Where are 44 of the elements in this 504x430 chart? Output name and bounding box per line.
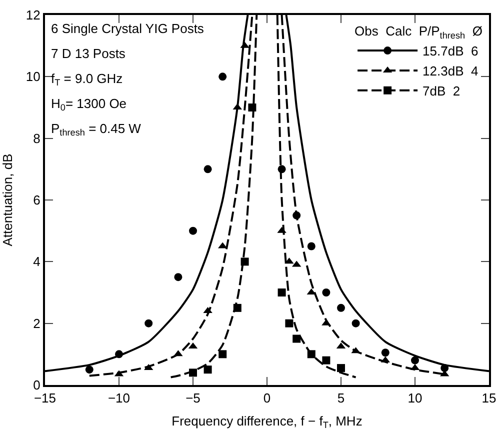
point bbox=[411, 356, 419, 364]
legend-label: 12.3dB 4 bbox=[422, 64, 478, 79]
point bbox=[381, 348, 390, 357]
annotation: 7 D 13 Posts bbox=[51, 46, 126, 61]
point bbox=[337, 304, 345, 312]
x-axis-title: Frequency difference, f − f$_{T}$, MHz bbox=[172, 413, 362, 430]
annotation: f$_{T}$ = 9.0 GHz bbox=[51, 71, 123, 88]
y-tick-label: 2 bbox=[33, 316, 40, 331]
legend-label: 15.7dB 6 bbox=[422, 44, 478, 59]
y-tick-label: 6 bbox=[33, 192, 40, 208]
point bbox=[144, 319, 153, 328]
point bbox=[307, 242, 316, 250]
x-tick-label: −15 bbox=[34, 390, 56, 406]
point bbox=[322, 356, 330, 364]
point bbox=[204, 165, 212, 174]
x-tick-label: 15 bbox=[482, 390, 496, 406]
point bbox=[352, 319, 360, 328]
x-tick-label: 10 bbox=[408, 390, 422, 406]
y-axis-title: Attentuation, dB bbox=[0, 154, 15, 246]
annotation: H$_{0}$= 1300 Oe bbox=[51, 96, 127, 113]
y-tick-label: 4 bbox=[33, 254, 40, 270]
point bbox=[278, 288, 286, 296]
x-tick-label: −10 bbox=[108, 390, 130, 406]
point bbox=[85, 366, 94, 374]
y-tick-label: 10 bbox=[26, 69, 40, 84]
y-tick-label: 8 bbox=[33, 130, 40, 146]
x-tick-label: 0 bbox=[263, 390, 271, 406]
point bbox=[292, 334, 301, 343]
legend-label: 7dB 2 bbox=[422, 83, 460, 98]
point bbox=[189, 226, 197, 235]
legend-title: Obs Calc P/P$_{thresh}$ Ø bbox=[354, 24, 482, 40]
point bbox=[218, 72, 227, 81]
y-tick-label: 12 bbox=[26, 8, 40, 23]
annotation: 6 Single Crystal YIG Posts bbox=[51, 21, 204, 36]
annotation: P$_{thresh}$ = 0.45 W bbox=[51, 121, 142, 138]
y-tick-label: 0 bbox=[33, 378, 40, 393]
point bbox=[322, 288, 330, 296]
point bbox=[285, 319, 294, 328]
x-tick-label: 5 bbox=[337, 390, 345, 406]
point bbox=[174, 273, 182, 282]
x-tick-label: −5 bbox=[186, 390, 200, 406]
point bbox=[337, 364, 345, 372]
point bbox=[204, 366, 212, 374]
point bbox=[218, 350, 227, 358]
